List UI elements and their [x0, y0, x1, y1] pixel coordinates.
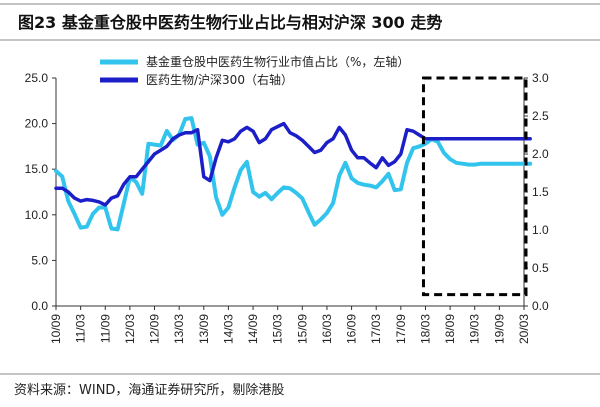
y-right-tick-label: 1.0: [532, 223, 549, 237]
x-tick-label: 18/03: [418, 314, 432, 344]
y-right-tick-label: 0.5: [532, 261, 549, 275]
highlight-box: [421, 76, 528, 297]
legend: 基金重仓股中医药生物行业市值占比（%，左轴） 医药生物/沪深300（右轴）: [100, 54, 409, 87]
x-tick-label: 13/09: [197, 314, 211, 344]
x-tick-label: 12/03: [123, 314, 137, 344]
x-tick-label: 14/09: [246, 314, 260, 344]
chart-title: 图23 基金重仓股中医药生物行业占比与相对沪深 300 走势: [18, 13, 442, 32]
y-left-tick-label: 0.0: [31, 299, 48, 313]
x-tick-label: 15/03: [271, 314, 285, 344]
x-tick-label: 19/09: [492, 314, 506, 344]
x-tick-label: 14/03: [221, 314, 235, 344]
source-note: 资料来源：WIND，海通证券研究所，剔除港股: [14, 382, 284, 398]
series-line-relative: [54, 121, 532, 207]
y-left-tick-label: 5.0: [31, 253, 48, 267]
y-right-tick-label: 3.0: [532, 71, 549, 85]
series-lines: [54, 116, 533, 232]
highlight-box-rect: [421, 76, 528, 297]
y-right-tick-label: 2.5: [532, 109, 549, 123]
legend-label-relative: 医药生物/沪深300（右轴）: [146, 72, 293, 87]
x-tick-label: 13/03: [172, 314, 186, 344]
x-tick-label: 11/03: [74, 314, 88, 343]
legend-label-share: 基金重仓股中医药生物行业市值占比（%，左轴）: [146, 54, 409, 69]
y-right-tick-label: 1.5: [532, 185, 549, 199]
axes: 0.0 5.0 10.0 15.0 20.0 25.0 0.0 0.5 1.0 1.5 2.0 2.5…: [25, 71, 549, 344]
y-left-tick-label: 25.0: [25, 71, 49, 85]
y-right-tick-label: 2.0: [532, 147, 549, 161]
x-tick-label: 11/09: [98, 314, 112, 343]
x-tick-label: 15/09: [295, 314, 309, 344]
x-tick-label: 12/09: [148, 314, 162, 344]
x-tick-label: 17/09: [394, 314, 408, 344]
y-left-tick-label: 15.0: [25, 162, 49, 176]
y-right-tick-label: 0.0: [532, 299, 549, 313]
series-line-share: [54, 116, 533, 232]
x-tick-label: 20/03: [517, 314, 531, 344]
y-left-tick-label: 20.0: [25, 117, 49, 131]
y-left-tick-label: 10.0: [25, 208, 49, 222]
x-tick-label: 16/03: [320, 314, 334, 344]
x-tick-label: 18/09: [443, 314, 457, 344]
x-tick-label: 19/03: [468, 314, 482, 344]
x-tick-label: 16/09: [345, 314, 359, 344]
x-tick-label: 10/09: [49, 314, 63, 344]
x-tick-label: 17/03: [369, 314, 383, 344]
